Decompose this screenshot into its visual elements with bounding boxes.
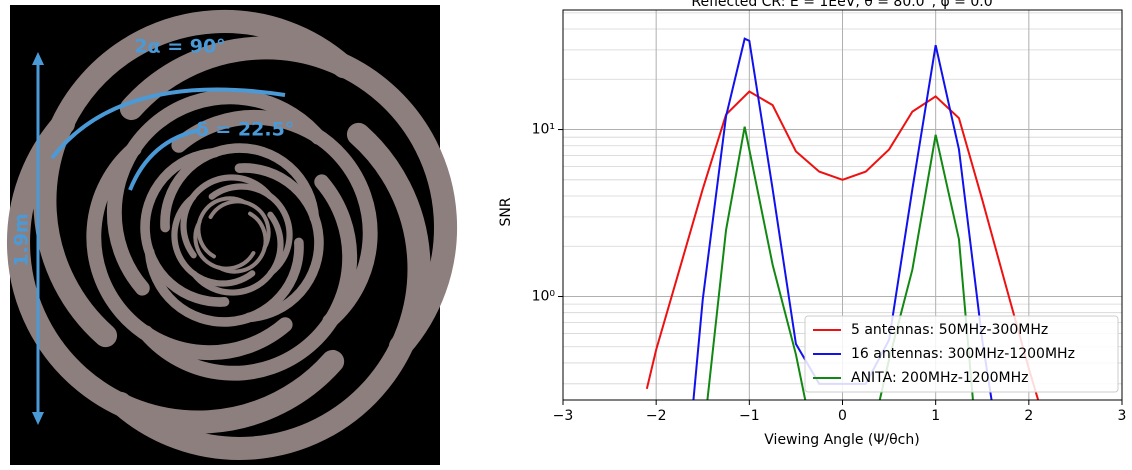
x-tick-label: −1 (739, 408, 760, 424)
x-axis-label: Viewing Angle (Ψ/θch) (764, 432, 919, 448)
legend-label: 16 antennas: 300MHz-1200MHz (851, 346, 1075, 362)
figure: 2α = 90° δ = 22.5° 1.9m Reflected CR: E … (0, 0, 1132, 470)
x-tick-label: 3 (1118, 408, 1127, 424)
alpha-label: 2α = 90° (134, 36, 225, 58)
chart-title: Reflected CR: E = 1EeV, θ = 80.0°, φ = 0… (691, 0, 992, 10)
legend-label: ANITA: 200MHz-1200MHz (851, 370, 1028, 386)
x-tick-label: −2 (646, 408, 667, 424)
y-tick-label: 10¹ (532, 122, 555, 138)
x-tick-label: 2 (1024, 408, 1033, 424)
legend-label: 5 antennas: 50MHz-300MHz (851, 322, 1048, 338)
x-tick-label: −3 (553, 408, 574, 424)
size-label: 1.9m (11, 213, 33, 266)
x-tick-label: 1 (931, 408, 940, 424)
y-tick-label: 10⁰ (532, 289, 556, 305)
x-tick-label: 0 (838, 408, 847, 424)
y-axis-label: SNR (498, 197, 514, 226)
delta-label: δ = 22.5° (196, 119, 295, 141)
